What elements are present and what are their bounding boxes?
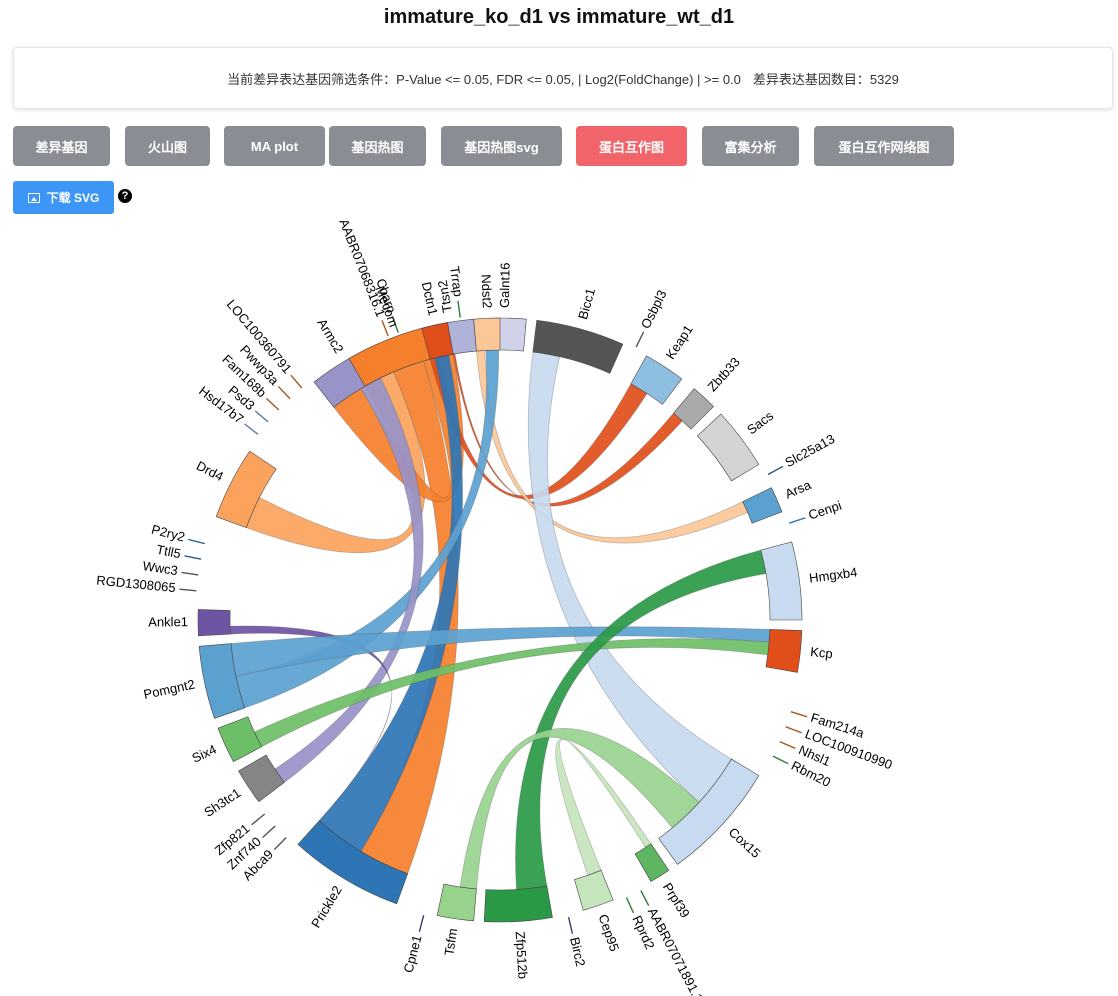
gene-tick-p2ry2 xyxy=(188,538,205,545)
gene-label-p2ry2: P2ry2 xyxy=(150,522,187,545)
gene-label-hmgxb4: Hmgxb4 xyxy=(808,564,858,585)
gene-label-galnt16: Galnt16 xyxy=(497,262,513,308)
gene-label-osbpl3: Osbpl3 xyxy=(638,288,670,332)
gene-label-ankle1: Ankle1 xyxy=(148,614,188,629)
gene-tick-cbarp xyxy=(391,316,399,333)
gene-label-ttll5: Ttll5 xyxy=(155,542,182,562)
gene-label-cpne1: Cpne1 xyxy=(400,933,424,974)
gene-arc-zfp512b[interactable] xyxy=(483,885,553,923)
tab-heatmap[interactable]: 基因热图 xyxy=(329,126,426,166)
gene-label-ndst2: Ndst2 xyxy=(478,274,494,309)
gene-label-aabr07071891-1: AABR07071891.1 xyxy=(645,905,706,996)
gene-arc-sh3tc1[interactable] xyxy=(238,754,285,803)
gene-tick-rprd2 xyxy=(625,897,635,914)
gene-tick-rbm20 xyxy=(772,755,789,765)
gene-label-slc25a13: Slc25a13 xyxy=(782,431,837,470)
gene-tick-znf740 xyxy=(262,825,276,839)
filter-panel: 当前差异表达基因筛选条件：P-Value <= 0.05, FDR <= 0.0… xyxy=(13,47,1113,109)
gene-tick-aabr07068316-1 xyxy=(381,320,389,337)
gene-tick-rgd1308065 xyxy=(179,588,197,592)
gene-arc-tsfm[interactable] xyxy=(436,883,477,922)
gene-tick-slc25a13 xyxy=(767,465,784,476)
gene-arc-dctn1[interactable] xyxy=(421,322,454,360)
chord-ribbons xyxy=(229,349,771,890)
gene-tick-loc100360791 xyxy=(290,374,303,389)
gene-label-dctn1: Dctn1 xyxy=(419,280,441,316)
gene-tick-zfp821 xyxy=(251,813,266,826)
gene-tick-birc2 xyxy=(567,917,574,934)
chord-diagram: Ttsn2 Galnt16 Bicc1 Osbpl3Keap1Zbtb33SacsSl… xyxy=(96,220,895,996)
gene-arc-prpf39[interactable] xyxy=(634,843,670,882)
gene-tick-nhsl1 xyxy=(779,740,796,750)
gene-label-armc2: Armc2 xyxy=(314,316,346,356)
gene-label-prpf39: Prpf39 xyxy=(660,880,693,920)
gene-tick-osbpl3 xyxy=(635,331,645,348)
gene-label-cox15: Cox15 xyxy=(726,824,764,860)
gene-arc-arsa[interactable] xyxy=(742,487,783,524)
gene-tick-hsd17b7 xyxy=(244,423,259,435)
gene-arc-prickle2[interactable] xyxy=(297,820,409,905)
gene-tick-abca9 xyxy=(273,837,287,851)
question-circle-icon[interactable]: ? xyxy=(118,189,132,203)
gene-label-trrap: Trrap xyxy=(447,265,466,297)
gene-label-prickle2: Prickle2 xyxy=(308,883,345,930)
tab-ppi[interactable]: 蛋白互作图 xyxy=(576,126,687,166)
gene-label-six4: Six4 xyxy=(190,742,219,766)
tab-volcano[interactable]: 火山图 xyxy=(125,126,210,166)
tab-ma-plot[interactable]: MA plot xyxy=(224,126,325,166)
gene-arc-kcp[interactable] xyxy=(765,629,803,673)
filter-condition: 当前差异表达基因筛选条件：P-Value <= 0.05, FDR <= 0.0… xyxy=(227,71,741,87)
gene-tick-fam214a xyxy=(790,711,808,718)
gene-label-ttsn2: Ttsn2 xyxy=(435,279,455,314)
gene-label-zfp512b: Zfp512b xyxy=(513,931,531,980)
gene-label-keap1: Keap1 xyxy=(663,322,696,362)
tab-heatmap-svg[interactable]: 基因热图svg xyxy=(441,126,562,166)
gene-label-arsa: Arsa xyxy=(783,477,814,502)
gene-tick-pwwp3a xyxy=(277,385,291,400)
gene-tick-loc100910990 xyxy=(785,726,802,734)
gene-label-bicc1: Bicc1 xyxy=(575,286,598,321)
gene-label-pomgnt2: Pomgnt2 xyxy=(142,676,196,701)
gene-tick-fam168b xyxy=(265,397,280,411)
download-label: 下载 SVG xyxy=(46,191,100,205)
gene-arc-keap1[interactable] xyxy=(630,355,683,405)
gene-tick-cenpi xyxy=(789,517,806,524)
gene-arc-ankle1[interactable] xyxy=(197,609,231,637)
gene-label-drd4: Drd4 xyxy=(194,458,226,484)
gene-tick-aabr07071891-1 xyxy=(640,890,650,906)
gene-label-wwc3: Wwc3 xyxy=(142,558,179,578)
gene-label-cenpi: Cenpi xyxy=(806,498,843,523)
gene-arc-six4[interactable] xyxy=(217,716,263,763)
gene-tick-cpne1 xyxy=(418,915,425,932)
gene-arc-cep95[interactable] xyxy=(574,869,614,911)
gene-arc-pomgnt2[interactable] xyxy=(198,643,246,719)
gene-label-tsfm: Tsfm xyxy=(441,927,460,956)
gene-arc-drd4[interactable] xyxy=(215,450,277,529)
gene-tick-psd3 xyxy=(254,410,269,423)
gene-arc-bicc1[interactable] xyxy=(532,319,624,374)
gene-label-birc2: Birc2 xyxy=(567,936,588,968)
gene-label-cep95: Cep95 xyxy=(595,912,622,953)
gene-count: 差异表达基因数目：5329 xyxy=(752,71,899,87)
page-title: immature_ko_d1 vs immature_wt_d1 xyxy=(383,6,735,28)
gene-label-kcp: Kcp xyxy=(810,644,834,661)
gene-arc-hmgxb4[interactable] xyxy=(760,541,803,621)
gene-label-zbtb33: Zbtb33 xyxy=(704,354,742,394)
download-svg-button[interactable]: 下载 SVG xyxy=(13,181,114,214)
gene-arc-zbtb33[interactable] xyxy=(673,388,714,430)
gene-tick-wwc3 xyxy=(181,571,199,576)
gene-arc-sacs[interactable] xyxy=(697,413,760,482)
tab-enrichment[interactable]: 富集分析 xyxy=(702,126,799,166)
tab-diff-genes[interactable]: 差异基因 xyxy=(13,126,110,166)
gene-arc-cox15[interactable] xyxy=(658,758,760,865)
gene-tick-trrap xyxy=(457,300,461,318)
gene-label-sacs: Sacs xyxy=(744,408,777,438)
chord-arcs xyxy=(179,300,808,934)
tab-ppi-network[interactable]: 蛋白互作网络图 xyxy=(814,126,954,166)
gene-tick-ttll5 xyxy=(184,555,202,560)
image-icon xyxy=(27,192,40,203)
gene-arc-ndst2[interactable] xyxy=(473,317,501,352)
gene-label-sh3tc1: Sh3tc1 xyxy=(201,785,243,820)
